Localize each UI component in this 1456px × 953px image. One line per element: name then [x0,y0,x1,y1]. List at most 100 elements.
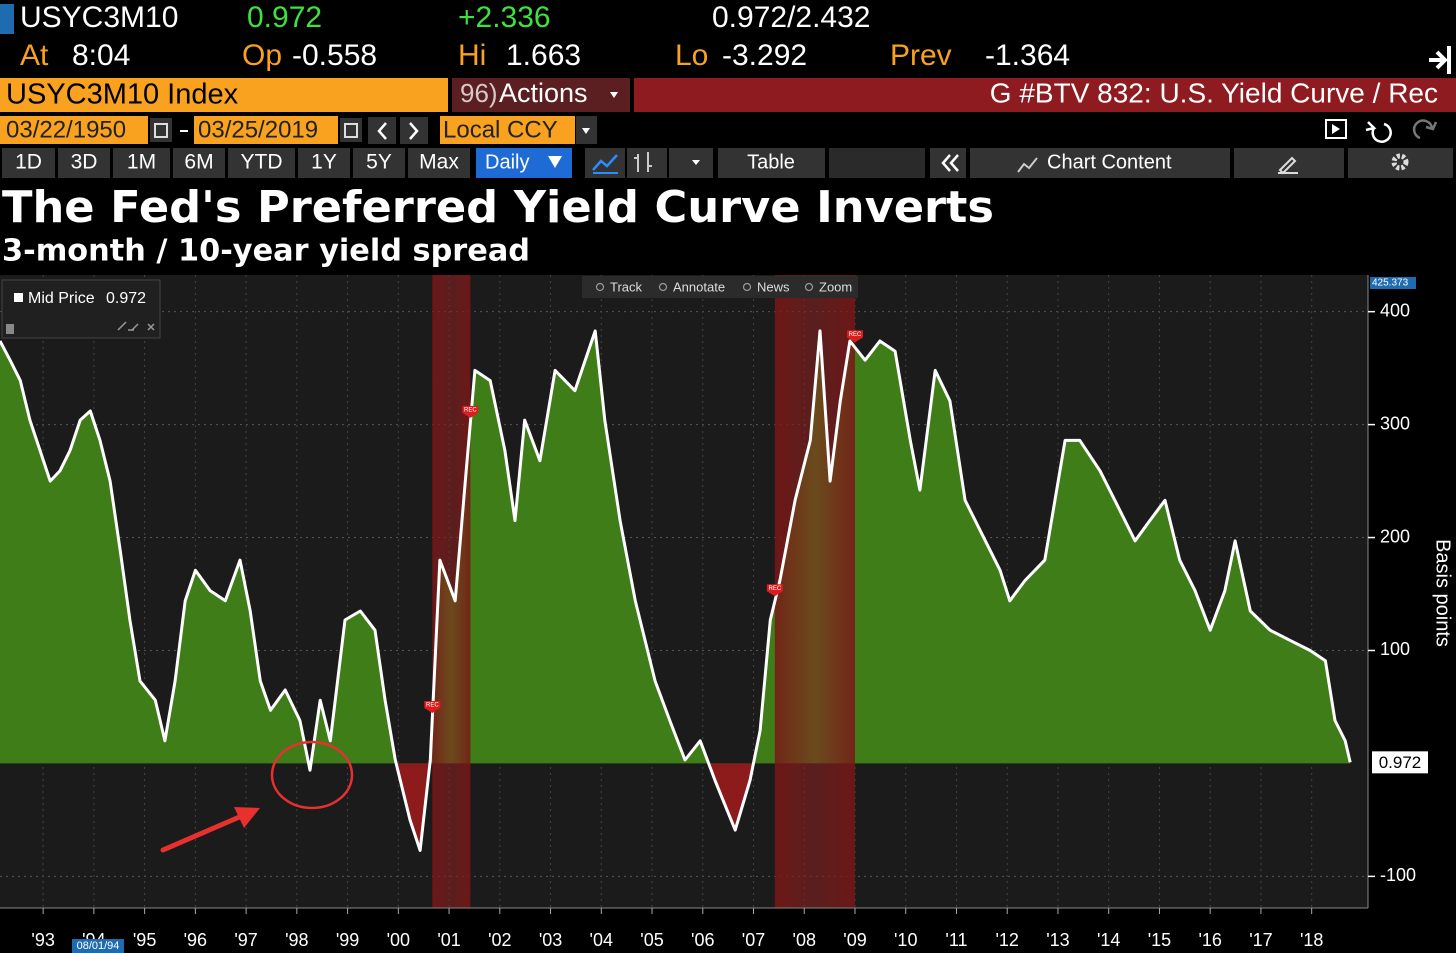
table-button[interactable] [718,148,825,178]
chart-tool[interactable]: Track [610,279,643,294]
period-button[interactable] [113,148,170,178]
chart-tool[interactable]: Zoom [819,279,852,294]
end-date: 03/25/2019 [198,116,318,143]
prev-button[interactable] [368,117,396,144]
y-tick-label: 300 [1380,413,1410,433]
x-tick-label: '13 [1046,930,1069,950]
x-tick-label: '08 [793,930,816,950]
start-date: 03/22/1950 [6,116,126,143]
x-axis-area [0,908,1456,953]
chart-subtitle: 3-month / 10-year yield spread [2,234,530,269]
x-tick-label: '01 [437,930,460,950]
x-tick-label: '97 [234,930,257,950]
last-value: 0.972 [1379,753,1422,772]
currency-field[interactable] [440,116,575,144]
net-change: +2.336 [458,1,551,34]
calendar-icon[interactable] [150,118,172,142]
period-label: 3D [71,151,98,174]
chart-tool[interactable]: News [757,279,790,294]
area [0,330,1351,851]
recession-label: REC [426,703,439,709]
axis-max-box [1370,277,1416,289]
x-tick-label: '00 [387,930,410,950]
actions-button[interactable] [452,78,630,112]
table: Table [747,151,795,173]
prev-label: Prev [890,39,952,72]
legend: Mid Price 0.972 [1,279,161,339]
frequency: Daily [485,151,529,173]
period-label: 6M [184,151,213,174]
tool-icon [804,282,814,292]
chart-tool[interactable]: Annotate [673,279,725,294]
chart-title: The Fed's Preferred Yield Curve Inverts [2,182,994,233]
x-tick-label: '14 [1097,930,1120,950]
legend-swatch [14,293,23,302]
line [0,329,1352,852]
toolbar-spacer [829,148,925,178]
x-tick-label: '05 [640,930,663,950]
x-tick-label: '10 [894,930,917,950]
recession-label: REC [768,586,781,592]
next-button[interactable] [400,117,428,144]
recession-marker [462,405,479,418]
export-icon[interactable] [1425,42,1451,74]
function-bar [634,78,1456,112]
recession-marker [847,330,863,343]
x-tick-label: '96 [184,930,207,950]
actions: Actions [499,78,588,108]
cursor-date: 08/01/94 [77,940,120,952]
x-tick-label: '02 [488,930,511,950]
calendar-icon[interactable] [340,118,362,142]
recession-label: REC [464,407,477,413]
legend-value: 0.972 [106,290,146,307]
chart-type-dropdown[interactable] [669,148,713,178]
legend-name: Mid Price [28,290,95,307]
period-button[interactable] [228,148,295,178]
last-price: 0.972 [247,1,322,34]
period-label: 1Y [311,151,337,174]
x-tick-label: '99 [336,930,359,950]
collapse-button[interactable] [930,148,966,178]
period-label: YTD [241,151,283,174]
tool-icon [658,282,668,292]
security: USYC3M10 Index [6,79,239,111]
period-button[interactable] [173,148,225,178]
x-tick-label: '06 [691,930,714,950]
settings-button[interactable] [1348,148,1453,178]
currency: Local CCY [443,116,558,143]
ticker-marker [0,4,14,34]
bid-ask: 0.972/2.432 [712,1,870,34]
time-label: At [20,39,49,72]
period-label: Max [419,151,459,174]
recession-band [774,275,855,908]
period-button[interactable] [58,148,110,178]
high: 1.663 [506,39,581,72]
x-tick-label: '16 [1198,930,1221,950]
low-label: Lo [675,39,708,72]
end-date-field[interactable] [194,116,338,144]
y-axis-area [1368,275,1456,908]
frequency-arrow [548,156,562,168]
period-label: 1M [127,151,156,174]
x-tick-label: '98 [285,930,308,950]
period-label: 1D [15,151,42,174]
period-button[interactable] [2,148,55,178]
high-label: Hi [458,39,486,72]
security-field[interactable] [0,78,448,112]
x-tick-label: '03 [539,930,562,950]
recession-marker [424,700,441,713]
recession-label: REC [849,332,862,338]
period-button[interactable] [408,148,470,178]
period-button[interactable] [353,148,405,178]
chart-toolbar [582,276,858,298]
prev: -1.364 [985,39,1070,72]
start-date-field[interactable] [0,116,148,144]
open-label: Op [242,39,282,72]
highlight-circle [270,740,354,810]
chart-content-button[interactable] [970,148,1230,178]
period-button[interactable] [298,148,350,178]
time: 8:04 [72,39,130,72]
toolbar-icons[interactable] [1325,119,1438,143]
y-tick-label: -100 [1380,865,1416,885]
